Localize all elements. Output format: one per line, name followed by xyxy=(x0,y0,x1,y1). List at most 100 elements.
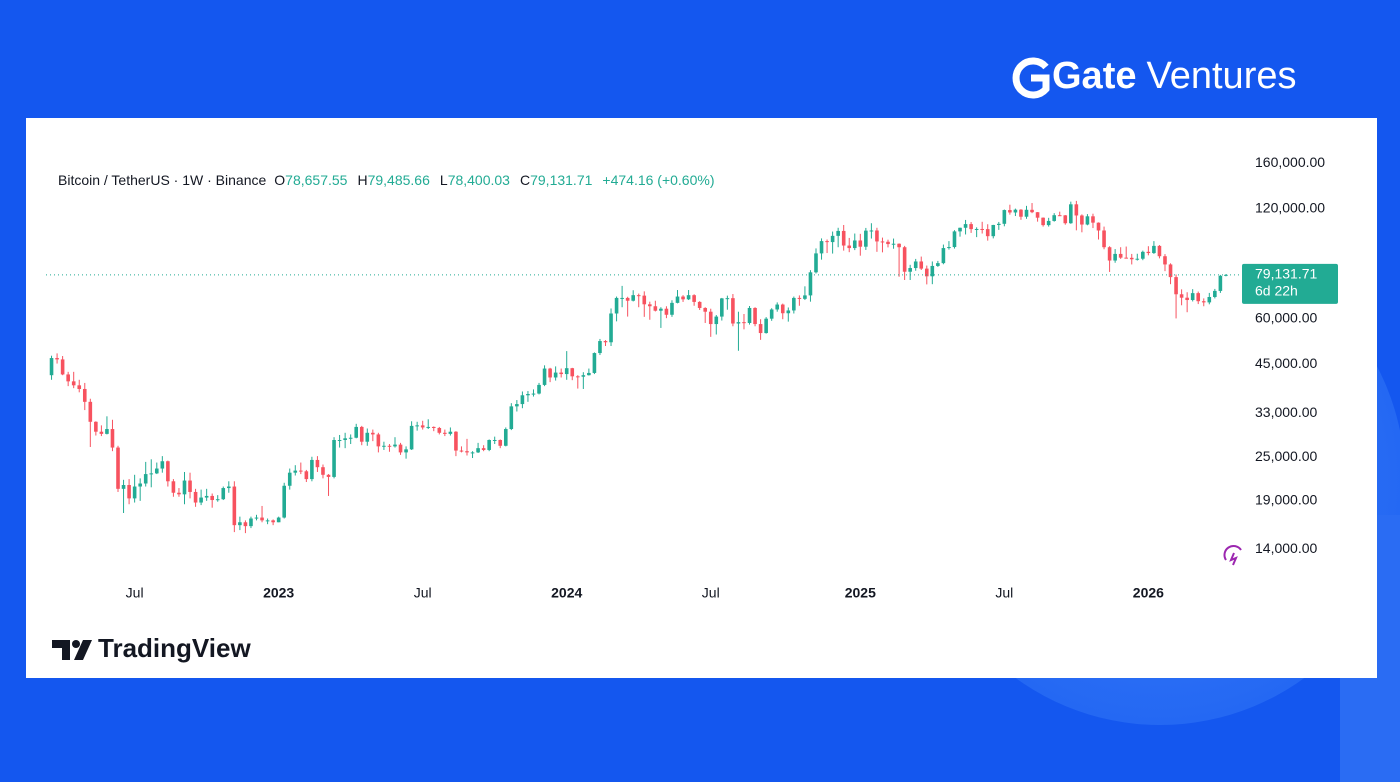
chart-panel xyxy=(26,118,1377,678)
candle-body xyxy=(498,440,503,446)
candle-body xyxy=(487,440,491,450)
candle-body xyxy=(930,265,935,277)
candle-body xyxy=(1201,301,1206,303)
candle-body xyxy=(332,440,336,477)
candle-body xyxy=(310,459,314,480)
candle-body xyxy=(1057,215,1062,217)
candle-body xyxy=(193,491,198,503)
candle-body xyxy=(1152,245,1156,254)
candle-body xyxy=(692,295,696,302)
alert-icon[interactable] xyxy=(1223,545,1242,566)
candle-body xyxy=(625,297,630,301)
candle-body xyxy=(454,431,458,451)
candle-body xyxy=(825,241,829,243)
candle-body xyxy=(985,229,990,237)
brand-suffix: Ventures xyxy=(1146,55,1296,97)
candle-body xyxy=(581,375,586,377)
candle-body xyxy=(1118,253,1123,258)
candle-body xyxy=(359,426,364,442)
y-tick-label: 14,000.00 xyxy=(1255,540,1317,556)
candle-body xyxy=(166,461,170,482)
candle-body xyxy=(382,445,386,447)
candle-body xyxy=(1096,222,1101,231)
y-tick-label: 33,000.00 xyxy=(1255,404,1317,420)
low-value: 78,400.03 xyxy=(448,172,510,188)
candle-body xyxy=(575,376,580,378)
candle-body xyxy=(132,486,137,499)
candle-body xyxy=(448,431,453,434)
candle-body xyxy=(542,368,547,385)
candle-body xyxy=(1218,275,1223,291)
candle-body xyxy=(365,432,370,442)
candle-body xyxy=(991,224,996,237)
candle-body xyxy=(1085,216,1090,225)
candle-body xyxy=(481,448,486,450)
candle-body xyxy=(1113,253,1117,261)
candle-body xyxy=(653,306,658,311)
candle-body xyxy=(1052,215,1056,221)
candle-body xyxy=(1019,209,1023,217)
tv-icon-a xyxy=(52,640,70,660)
candle-body xyxy=(864,230,868,247)
x-tick-label: Jul xyxy=(995,585,1013,601)
candle-body xyxy=(492,440,497,442)
tv-text: TradingView xyxy=(98,633,251,663)
candle-body xyxy=(913,261,918,269)
candle-body xyxy=(254,517,259,519)
brand-text: Gate Ventures xyxy=(1052,55,1296,97)
candle-body xyxy=(902,247,907,272)
candle-body xyxy=(49,358,54,376)
candle-body xyxy=(697,301,702,308)
candle-body xyxy=(116,447,120,489)
candle-body xyxy=(321,467,325,475)
candle-body xyxy=(1207,297,1212,303)
candle-body xyxy=(675,296,680,303)
candle-body xyxy=(720,298,724,317)
candle-body xyxy=(1002,210,1007,224)
candle-body xyxy=(648,304,652,307)
candle-body xyxy=(891,243,896,245)
candle-body xyxy=(941,248,946,264)
candle-body xyxy=(138,483,142,487)
candle-body xyxy=(792,297,796,311)
candle-body xyxy=(88,401,93,422)
candle-body xyxy=(293,470,298,473)
candle-body xyxy=(470,452,475,454)
candle-body xyxy=(703,307,708,312)
candle-body xyxy=(1041,217,1045,226)
axes: 14,000.00 19,000.00 25,000.00 33,000.00 45,0… xyxy=(46,154,1338,601)
candle-body xyxy=(121,485,126,489)
candle-body xyxy=(60,359,65,375)
candle-body xyxy=(537,384,541,394)
y-tick-label: 120,000.00 xyxy=(1255,200,1325,216)
candle-body xyxy=(742,322,746,324)
candle-body xyxy=(897,243,901,248)
candle-body xyxy=(587,372,591,376)
candle-body xyxy=(642,295,647,305)
candle-body xyxy=(265,520,270,522)
candle-body xyxy=(1129,257,1134,260)
candle-body xyxy=(393,444,397,447)
candle-body xyxy=(670,302,674,315)
candle-body xyxy=(299,470,303,472)
candle-body xyxy=(598,341,602,354)
candle-body xyxy=(841,230,846,246)
candle-body xyxy=(1069,204,1073,224)
candle-body xyxy=(753,307,757,325)
candle-body xyxy=(515,404,519,407)
candle-body xyxy=(559,372,563,375)
candle-body xyxy=(426,426,431,428)
candle-body xyxy=(963,224,968,228)
candle-body xyxy=(271,520,275,523)
candle-body xyxy=(714,316,719,325)
candle-body xyxy=(919,261,924,269)
candle-body xyxy=(526,393,530,396)
candle-body xyxy=(1213,290,1217,298)
candle-body xyxy=(947,247,951,249)
candle-body xyxy=(232,486,237,526)
y-tick-label: 160,000.00 xyxy=(1255,154,1325,170)
candle-body xyxy=(952,231,957,248)
candle-body xyxy=(459,450,464,452)
countdown-label: 6d 22h xyxy=(1255,283,1298,299)
